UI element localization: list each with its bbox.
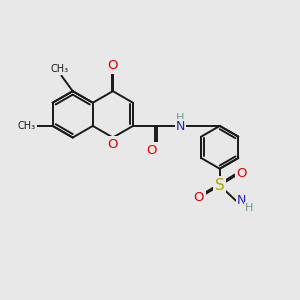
Text: O: O	[108, 138, 118, 151]
Text: H: H	[245, 203, 254, 213]
Text: H: H	[176, 113, 185, 123]
Text: O: O	[236, 167, 247, 180]
Text: N: N	[176, 120, 185, 133]
Text: O: O	[108, 59, 118, 72]
Text: O: O	[146, 144, 157, 157]
Text: S: S	[215, 178, 225, 193]
Text: N: N	[237, 194, 246, 207]
Text: O: O	[194, 191, 204, 204]
Text: CH₃: CH₃	[18, 121, 36, 131]
Text: CH₃: CH₃	[51, 64, 69, 74]
